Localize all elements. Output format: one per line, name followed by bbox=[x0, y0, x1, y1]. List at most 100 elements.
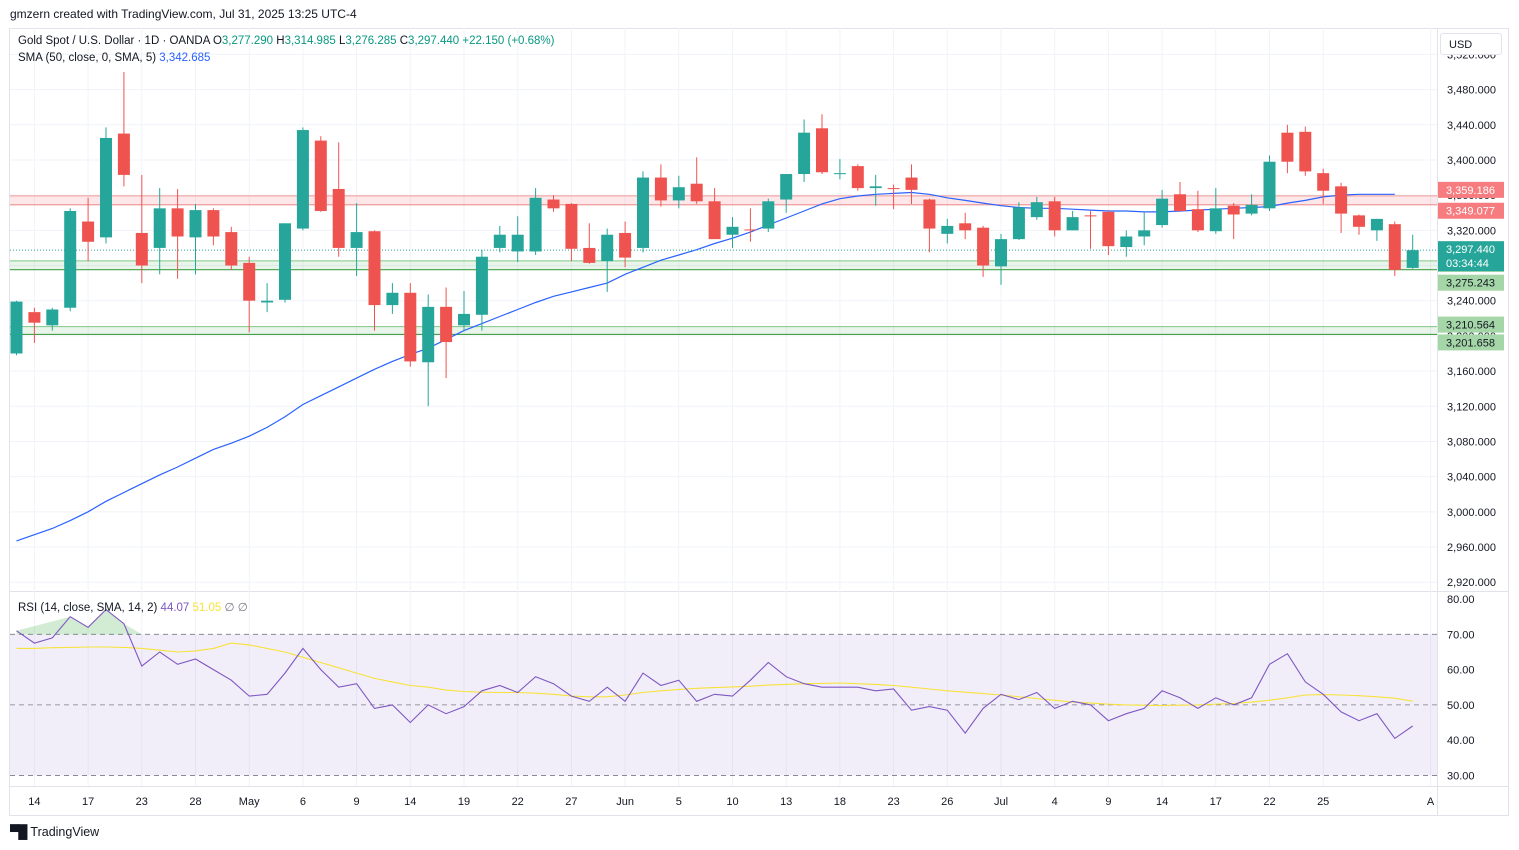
candle-body bbox=[1209, 208, 1222, 232]
candle-body bbox=[1120, 236, 1133, 248]
candle-body bbox=[1335, 186, 1348, 214]
rsi-value: 44.07 bbox=[160, 602, 190, 614]
candle-body bbox=[1174, 194, 1186, 211]
candle-body bbox=[529, 197, 542, 252]
zone-fill bbox=[10, 260, 1437, 270]
price-tick-label: 3,320.000 bbox=[1447, 225, 1496, 237]
last-price-label: 3,297.440 bbox=[1446, 244, 1495, 256]
price-tick-label: 2,920.000 bbox=[1447, 577, 1496, 589]
sma-path bbox=[16, 191, 1395, 542]
candle-body bbox=[690, 183, 703, 202]
candle-body bbox=[153, 208, 166, 248]
candle-body bbox=[887, 188, 900, 190]
candle-body bbox=[422, 306, 435, 363]
time-tick-label: 10 bbox=[726, 796, 738, 808]
price-tick-label: 3,040.000 bbox=[1447, 472, 1496, 484]
zone-fill bbox=[10, 195, 1437, 205]
price-tick-label: 3,440.000 bbox=[1447, 120, 1496, 132]
rsi-extra-1: ∅ bbox=[224, 602, 235, 614]
candle-body bbox=[1066, 217, 1079, 231]
candle-body bbox=[959, 223, 972, 231]
change-value: +22.150 (+0.68%) bbox=[462, 35, 555, 47]
close-label: C bbox=[399, 35, 409, 47]
candle-body bbox=[1281, 132, 1294, 162]
rsi-tick-label: 30.00 bbox=[1447, 770, 1475, 782]
candle-body bbox=[100, 137, 112, 238]
rsi-legend[interactable]: RSI (14, close, SMA, 14, 2) 44.07 51.05 … bbox=[18, 600, 248, 614]
candle-body bbox=[189, 210, 202, 238]
tradingview-logo[interactable]: ▀█ TradingView bbox=[10, 824, 99, 839]
sma-legend[interactable]: SMA (50, close, 0, SMA, 5) 3,342.685 bbox=[18, 52, 210, 64]
tradingview-logo-text: TradingView bbox=[30, 824, 100, 839]
open-label: O bbox=[212, 35, 222, 47]
candle-body bbox=[207, 210, 220, 237]
time-tick-label: 9 bbox=[354, 796, 360, 808]
candle-body bbox=[565, 203, 578, 249]
candle-body bbox=[1030, 202, 1043, 218]
price-tick-label: 3,000.000 bbox=[1447, 507, 1496, 519]
candle-body bbox=[1102, 211, 1115, 247]
rsi-tick-label: 60.00 bbox=[1447, 665, 1475, 677]
rsi-sma-line bbox=[16, 642, 1413, 707]
price-badges: 3,359.1863,349.0773,285.2073,275.2433,21… bbox=[1438, 181, 1504, 351]
candle-body bbox=[511, 234, 524, 252]
rsi-extra-2: ∅ bbox=[237, 602, 248, 614]
high-label: H bbox=[276, 35, 285, 47]
time-tick-label: 25 bbox=[1317, 796, 1329, 808]
candle-body bbox=[64, 210, 77, 308]
time-tick-label: 14 bbox=[404, 796, 416, 808]
candle-body bbox=[672, 187, 685, 201]
time-tick-label: A bbox=[1427, 796, 1435, 808]
candle-body bbox=[1012, 207, 1025, 240]
price-badge-bg bbox=[1438, 181, 1504, 198]
candle-body bbox=[654, 177, 667, 201]
candle-body bbox=[547, 199, 560, 209]
candle-body bbox=[1048, 201, 1061, 231]
candle-body bbox=[46, 309, 59, 326]
price-badge-label: 3,201.658 bbox=[1446, 337, 1495, 349]
rsi-label: RSI (14, close, SMA, 14, 2) bbox=[18, 602, 158, 614]
time-tick-label: May bbox=[239, 796, 260, 808]
candle-body bbox=[1156, 198, 1169, 226]
candle-body bbox=[135, 232, 148, 266]
candle-body bbox=[386, 292, 399, 306]
rsi-axis[interactable]: 80.00 70.00 60.00 50.00 40.00 30.00 bbox=[1447, 594, 1475, 782]
price-badge-label: 3,359.186 bbox=[1446, 185, 1495, 197]
price-badge-bg bbox=[1438, 334, 1504, 351]
open-value: 3,277.290 bbox=[221, 35, 274, 47]
time-tick-label: 18 bbox=[834, 796, 846, 808]
candle-body bbox=[82, 221, 95, 242]
candle-body bbox=[171, 208, 184, 237]
time-tick-label: 5 bbox=[676, 796, 682, 808]
candle-body bbox=[798, 132, 811, 175]
candle-body bbox=[493, 234, 506, 248]
candle-body bbox=[941, 225, 954, 234]
low-label: L bbox=[338, 35, 346, 47]
price-badge-bg bbox=[1438, 202, 1504, 219]
time-tick-label: Jun bbox=[616, 796, 634, 808]
rsi-tick-label: 70.00 bbox=[1447, 629, 1475, 641]
time-tick-label: 13 bbox=[780, 796, 792, 808]
time-axis[interactable]: 14 17 23 28 May 6 9 14 19 22 27 Jun 5 10 13 18 23 26 Jul 4 9… bbox=[28, 796, 1435, 808]
symbol-legend[interactable]: Gold Spot / U.S. Dollar · 1D · OANDA O3,… bbox=[18, 35, 555, 47]
candle-body bbox=[350, 232, 363, 248]
price-badge-bg bbox=[1438, 316, 1504, 333]
sma-line bbox=[16, 191, 1395, 542]
price-tick-label: 3,160.000 bbox=[1447, 366, 1496, 378]
currency-selector[interactable]: USD bbox=[1440, 33, 1502, 55]
time-tick-label: 19 bbox=[458, 796, 470, 808]
low-value: 3,276.285 bbox=[345, 35, 397, 47]
candle-body bbox=[1191, 209, 1204, 231]
price-tick-label: 3,080.000 bbox=[1447, 436, 1496, 448]
candle-body bbox=[261, 300, 274, 303]
time-tick-label: 27 bbox=[565, 796, 577, 808]
countdown-label: 03:34:44 bbox=[1446, 258, 1489, 270]
candle-body bbox=[833, 173, 846, 175]
sma-label: SMA (50, close, 0, SMA, 5) bbox=[18, 52, 157, 64]
candle-body bbox=[744, 229, 757, 231]
sma-value: 3,342.685 bbox=[159, 52, 211, 64]
candle-body bbox=[708, 201, 721, 240]
candlesticks[interactable] bbox=[10, 71, 1437, 407]
time-tick-label: 4 bbox=[1052, 796, 1058, 808]
